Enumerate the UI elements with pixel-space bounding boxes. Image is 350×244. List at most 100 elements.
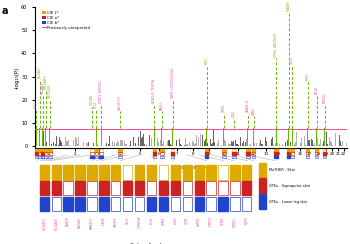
Text: SLG4A17: SLG4A17 bbox=[42, 217, 46, 230]
Text: DEP9: DEP9 bbox=[245, 217, 249, 224]
Bar bbox=[99, 165, 108, 180]
Bar bbox=[292, 129, 293, 146]
Bar bbox=[38, 152, 42, 155]
Bar bbox=[87, 196, 97, 211]
Bar bbox=[48, 149, 51, 152]
Text: CAND1,11: CAND1,11 bbox=[246, 98, 250, 112]
Text: RAB22: RAB22 bbox=[160, 101, 164, 110]
Bar bbox=[306, 156, 309, 158]
Bar bbox=[307, 129, 308, 146]
Bar bbox=[40, 196, 49, 211]
Bar bbox=[288, 129, 289, 146]
Text: PLH3: PLH3 bbox=[126, 217, 130, 224]
Text: GAB2: GAB2 bbox=[252, 107, 255, 115]
Bar bbox=[232, 156, 236, 158]
Bar bbox=[135, 196, 144, 211]
Text: RAB28: RAB28 bbox=[66, 217, 70, 226]
X-axis label: Chromosome: Chromosome bbox=[172, 165, 209, 170]
Bar bbox=[94, 149, 98, 152]
Text: LINC01179: LINC01179 bbox=[118, 95, 122, 110]
Bar bbox=[35, 152, 38, 155]
Bar bbox=[247, 129, 248, 146]
Bar bbox=[246, 152, 250, 155]
Text: SEM7, LOC105375414: SEM7, LOC105375414 bbox=[171, 68, 175, 99]
Bar bbox=[87, 181, 97, 195]
Bar bbox=[171, 181, 180, 195]
Text: PISRT1, MIRP523: PISRT1, MIRP523 bbox=[99, 80, 103, 103]
Bar bbox=[171, 156, 174, 158]
Bar bbox=[38, 156, 42, 158]
Bar bbox=[96, 129, 97, 146]
Text: Colocalized gene: Colocalized gene bbox=[130, 243, 177, 244]
Bar bbox=[147, 165, 156, 180]
Bar bbox=[42, 129, 43, 146]
Bar bbox=[259, 179, 266, 193]
Bar bbox=[44, 156, 48, 158]
Bar bbox=[153, 149, 156, 152]
Text: NUCASI: NUCASI bbox=[78, 217, 82, 228]
Bar bbox=[195, 165, 204, 180]
Text: GNOPG: GNOPG bbox=[114, 217, 118, 227]
Bar bbox=[171, 152, 174, 155]
Bar bbox=[135, 165, 144, 180]
Text: KI70G, LINC02459: KI70G, LINC02459 bbox=[274, 32, 278, 57]
Bar bbox=[287, 152, 290, 155]
Bar bbox=[206, 181, 216, 195]
Bar bbox=[259, 194, 266, 209]
Bar bbox=[123, 165, 132, 180]
Bar bbox=[51, 165, 61, 180]
Bar bbox=[153, 156, 156, 158]
Text: BNC2: BNC2 bbox=[205, 56, 209, 64]
Bar bbox=[315, 156, 318, 158]
Bar bbox=[290, 149, 294, 152]
Bar bbox=[232, 149, 236, 152]
Text: GLS1: GLS1 bbox=[34, 101, 38, 108]
Bar bbox=[63, 196, 73, 211]
Bar bbox=[205, 156, 208, 158]
Bar bbox=[287, 156, 290, 158]
Bar bbox=[48, 152, 51, 155]
Bar bbox=[253, 129, 254, 146]
Text: TMTC2: TMTC2 bbox=[209, 217, 213, 226]
Bar bbox=[63, 181, 73, 195]
Text: LTB93: LTB93 bbox=[102, 217, 106, 225]
Bar bbox=[90, 149, 94, 152]
Text: TDO2: TDO2 bbox=[290, 56, 294, 64]
Bar bbox=[161, 129, 162, 146]
Bar bbox=[159, 165, 168, 180]
Bar bbox=[35, 156, 38, 158]
Text: UGT1A6: UGT1A6 bbox=[90, 94, 94, 105]
Bar bbox=[123, 196, 132, 211]
Bar bbox=[118, 149, 122, 152]
Bar bbox=[94, 156, 98, 158]
Bar bbox=[99, 181, 108, 195]
Bar bbox=[36, 129, 37, 146]
Bar bbox=[51, 196, 61, 211]
Bar bbox=[171, 196, 180, 211]
Bar bbox=[287, 149, 290, 152]
Bar bbox=[274, 149, 278, 152]
Bar bbox=[38, 149, 42, 152]
Text: SLC4A43: SLC4A43 bbox=[41, 81, 44, 94]
Bar bbox=[159, 196, 168, 211]
Bar bbox=[274, 152, 278, 155]
Bar bbox=[147, 181, 156, 195]
Bar bbox=[49, 129, 50, 146]
Text: DLX4: DLX4 bbox=[149, 217, 154, 224]
Text: LDB3: LDB3 bbox=[173, 217, 177, 224]
Text: GTEx - Lower leg skin: GTEx - Lower leg skin bbox=[269, 200, 308, 203]
Bar bbox=[230, 181, 240, 195]
Bar bbox=[41, 156, 44, 158]
Bar bbox=[44, 149, 48, 152]
Text: B3R1: B3R1 bbox=[306, 73, 310, 80]
Bar bbox=[242, 196, 252, 211]
Bar bbox=[159, 181, 168, 195]
Y-axis label: -log₁₀(P): -log₁₀(P) bbox=[15, 67, 20, 89]
Bar bbox=[246, 156, 250, 158]
Bar bbox=[123, 181, 132, 195]
Text: CTR9: CTR9 bbox=[185, 217, 189, 224]
Text: MC1R: MC1R bbox=[315, 86, 319, 94]
Bar bbox=[232, 152, 236, 155]
Text: SLC8A17: SLC8A17 bbox=[38, 65, 42, 78]
Bar bbox=[99, 156, 103, 158]
